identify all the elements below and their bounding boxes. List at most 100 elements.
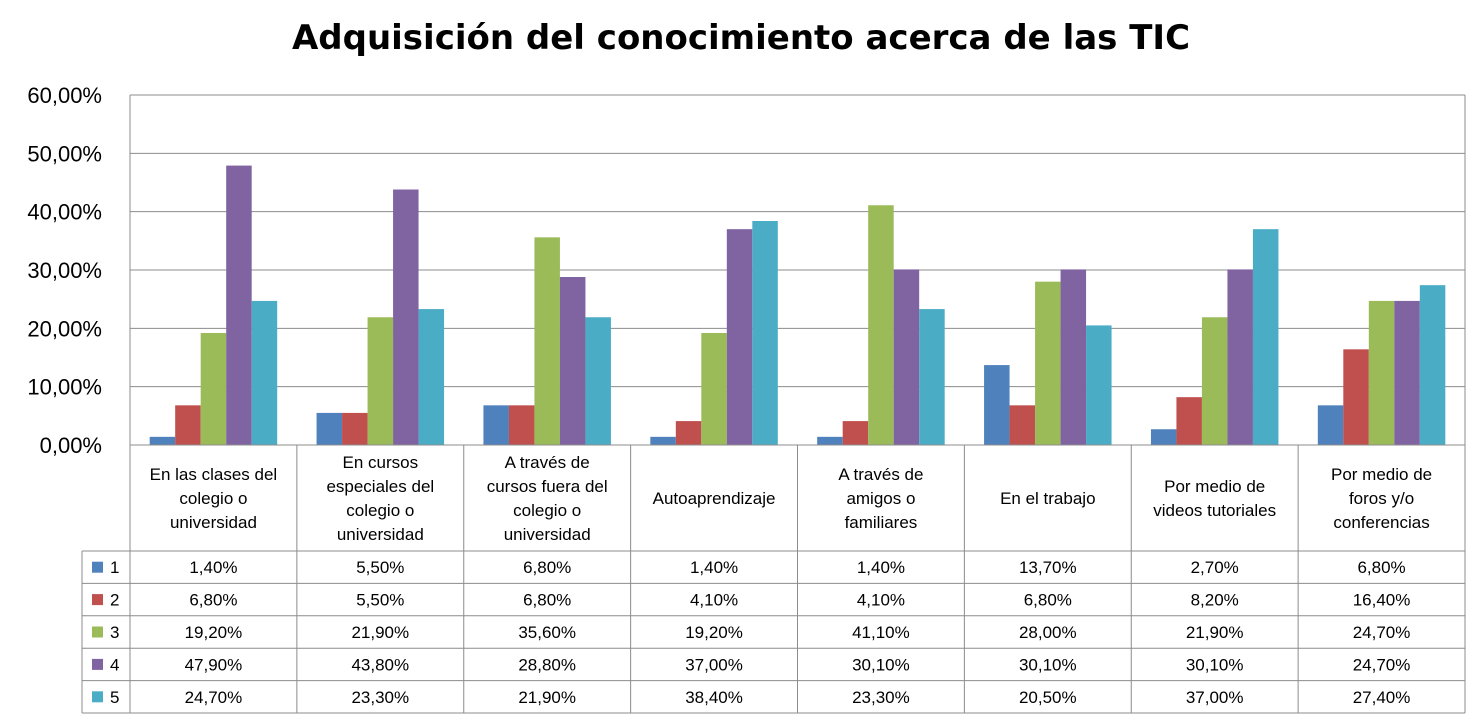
data-label: 21,90% xyxy=(351,623,409,642)
chart-title: Adquisición del conocimiento acerca de l… xyxy=(291,18,1191,58)
legend-swatch-2 xyxy=(92,594,103,606)
data-label: 13,70% xyxy=(1019,558,1077,577)
legend-swatch-3 xyxy=(92,626,103,638)
bar-series-4 xyxy=(559,277,586,445)
y-tick-label: 30,00% xyxy=(27,258,102,283)
bar-series-3 xyxy=(1368,300,1395,445)
bar-series-3 xyxy=(367,317,394,445)
bar-series-5 xyxy=(1252,229,1279,445)
bar-series-1 xyxy=(149,436,176,445)
data-label: 37,00% xyxy=(1186,688,1244,707)
data-label: 1,40% xyxy=(857,558,905,577)
data-label: 24,70% xyxy=(1353,623,1411,642)
data-label: 28,00% xyxy=(1019,623,1077,642)
bar-series-1 xyxy=(316,412,343,445)
category-label: universidad xyxy=(504,525,591,544)
data-label: 6,80% xyxy=(1357,558,1405,577)
data-label: 6,80% xyxy=(1024,591,1072,610)
data-label: 20,50% xyxy=(1019,688,1077,707)
bar-series-2 xyxy=(675,421,702,445)
bar-series-3 xyxy=(1201,317,1228,445)
data-label: 35,60% xyxy=(518,623,576,642)
data-label: 6,80% xyxy=(523,591,571,610)
data-label: 24,70% xyxy=(185,688,243,707)
y-tick-label: 20,00% xyxy=(27,316,102,341)
category-label: universidad xyxy=(170,513,257,532)
bar-series-5 xyxy=(1419,285,1446,445)
data-label: 47,90% xyxy=(185,655,243,674)
bar-series-1 xyxy=(650,436,676,445)
data-label: 19,20% xyxy=(685,623,743,642)
category-label: A través de xyxy=(838,465,923,484)
bar-series-4 xyxy=(1227,269,1253,445)
data-label: 1,40% xyxy=(690,558,738,577)
data-table: En las clases del colegio o universidad En … xyxy=(81,444,1466,714)
data-label: 21,90% xyxy=(518,688,576,707)
data-label: 5,50% xyxy=(356,558,404,577)
bars xyxy=(149,165,1446,446)
data-label: 30,10% xyxy=(852,655,910,674)
data-label: 19,20% xyxy=(185,623,243,642)
bar-series-5 xyxy=(251,300,278,445)
data-label: 23,30% xyxy=(351,688,409,707)
bar-series-5 xyxy=(418,309,445,445)
y-tick-label: 40,00% xyxy=(27,200,102,225)
category-label: colegio o xyxy=(513,501,581,520)
data-label: 16,40% xyxy=(1353,591,1411,610)
bar-series-1 xyxy=(1317,405,1344,445)
bar-series-3 xyxy=(701,333,727,445)
bar-series-4 xyxy=(1394,300,1420,445)
data-label: 23,30% xyxy=(852,688,910,707)
legend-label: 5 xyxy=(110,688,119,707)
data-label: 30,10% xyxy=(1186,655,1244,674)
bar-series-2 xyxy=(175,405,201,445)
bar-series-4 xyxy=(726,229,753,445)
data-label: 21,90% xyxy=(1186,623,1244,642)
category-label: En cursos xyxy=(343,453,419,472)
data-label: 30,10% xyxy=(1019,655,1077,674)
legend-label: 1 xyxy=(110,558,119,577)
data-label: 28,80% xyxy=(518,655,576,674)
y-tick-label: 60,00% xyxy=(27,83,102,108)
data-label: 27,40% xyxy=(1353,688,1411,707)
bar-series-1 xyxy=(817,436,843,445)
bar-series-5 xyxy=(919,309,945,445)
category-label: videos tutoriales xyxy=(1153,501,1276,520)
category-label: especiales del xyxy=(326,477,434,496)
category-label: colegio o xyxy=(346,501,414,520)
category-label: A través de xyxy=(505,453,590,472)
bar-series-2 xyxy=(342,412,368,445)
category-label: En las clases del xyxy=(150,465,278,484)
bar-series-3 xyxy=(534,237,560,445)
bar-series-1 xyxy=(1150,429,1177,445)
data-label: 37,00% xyxy=(685,655,743,674)
bar-series-2 xyxy=(1176,397,1202,445)
category-label: conferencias xyxy=(1333,513,1429,532)
bar-series-3 xyxy=(200,333,227,445)
category-label: En el trabajo xyxy=(1000,489,1095,508)
data-label: 38,40% xyxy=(685,688,743,707)
bar-series-4 xyxy=(1060,269,1087,445)
data-label: 24,70% xyxy=(1353,655,1411,674)
legend-label: 3 xyxy=(110,623,119,642)
y-tick-label: 10,00% xyxy=(27,375,102,400)
data-label: 43,80% xyxy=(351,655,409,674)
data-label: 4,10% xyxy=(690,591,738,610)
bar-series-3 xyxy=(868,205,894,445)
bar-series-3 xyxy=(1035,281,1061,445)
legend-swatch-5 xyxy=(92,691,103,703)
category-label: Autoaprendizaje xyxy=(653,489,776,508)
bar-series-5 xyxy=(585,317,611,445)
category-label: universidad xyxy=(337,525,424,544)
data-label: 2,70% xyxy=(1191,558,1239,577)
legend-swatch-4 xyxy=(92,658,103,670)
data-label: 8,20% xyxy=(1191,591,1239,610)
data-label: 5,50% xyxy=(356,591,404,610)
data-label: 6,80% xyxy=(189,591,237,610)
data-label: 1,40% xyxy=(189,558,237,577)
category-label: Por medio de xyxy=(1164,477,1265,496)
bar-series-4 xyxy=(393,189,419,445)
bar-series-2 xyxy=(1009,405,1036,445)
bar-series-5 xyxy=(752,221,778,445)
